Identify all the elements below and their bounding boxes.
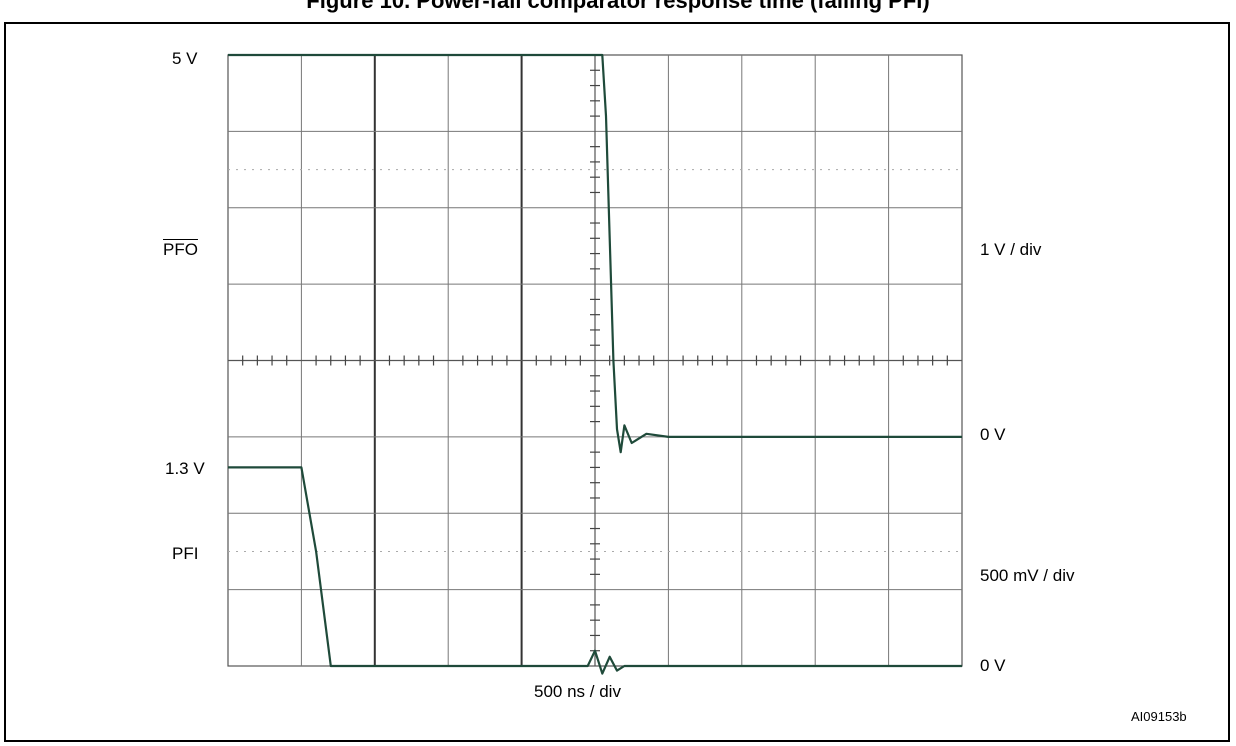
pfo-zero-label: 0 V: [980, 425, 1006, 444]
pfi-scale-label: 500 mV / div: [980, 566, 1075, 585]
graticule: [227, 54, 963, 667]
pfi-zero-label: 0 V: [980, 656, 1006, 675]
pfi-top-label: 1.3 V: [165, 459, 205, 478]
figure-frame: [4, 22, 1230, 742]
figure-code: AI09153b: [1131, 709, 1187, 724]
pfi-trace: [228, 466, 962, 675]
pfi-label: PFI: [172, 544, 199, 563]
traces: [228, 53, 962, 675]
pfo-label: PFO: [163, 240, 198, 259]
figure-title-text: Figure 10. Power-fail comparator respons…: [306, 0, 930, 13]
pfo-top-label: 5 V: [172, 49, 198, 68]
figure-title: Figure 10. Power-fail comparator respons…: [0, 0, 1236, 16]
x-axis-label: 500 ns / div: [534, 682, 621, 701]
pfo-scale-label: 1 V / div: [980, 240, 1042, 259]
pfo-trace: [228, 53, 962, 454]
